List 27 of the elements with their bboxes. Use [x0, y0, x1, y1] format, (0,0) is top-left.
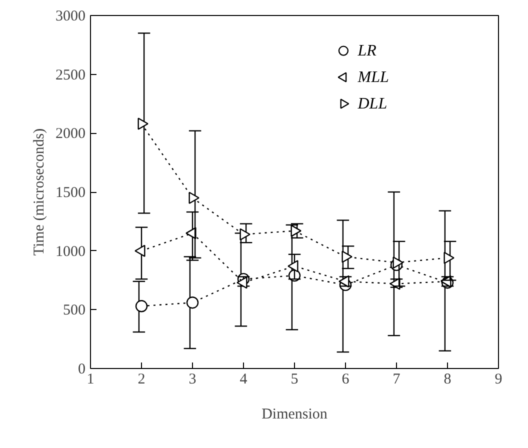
x-axis-title: Dimension — [262, 406, 328, 422]
y-tick-label: 1000 — [56, 244, 86, 260]
y-tick-label: 2500 — [56, 67, 86, 84]
x-tick-label: 3 — [188, 372, 196, 388]
y-tick-label: 0 — [78, 362, 86, 378]
x-tick-label: 6 — [342, 372, 350, 388]
point — [240, 228, 250, 240]
y-tick-label: 3000 — [56, 8, 86, 24]
legend-label: LR — [356, 42, 377, 60]
x-tick-label: 9 — [494, 372, 502, 388]
y-tick-label: 500 — [63, 302, 86, 319]
x-tick-label: 8 — [444, 372, 452, 388]
legend-label: MLL — [356, 68, 389, 86]
point — [186, 296, 199, 309]
y-tick-label: 1500 — [56, 185, 86, 201]
point — [135, 300, 148, 312]
x-tick-label: 1 — [86, 372, 94, 388]
point — [338, 275, 350, 288]
y-axis-title: Time (microseconds) — [32, 128, 48, 256]
x-tick-label: 4 — [240, 372, 248, 388]
x-tick-label: 7 — [392, 372, 401, 388]
legend-label: DLL — [356, 95, 388, 112]
point — [138, 118, 148, 130]
y-tick-label: 2000 — [56, 126, 86, 142]
point — [188, 192, 200, 204]
x-tick-label: 5 — [290, 372, 298, 388]
x-tick-label: 2 — [138, 372, 146, 388]
